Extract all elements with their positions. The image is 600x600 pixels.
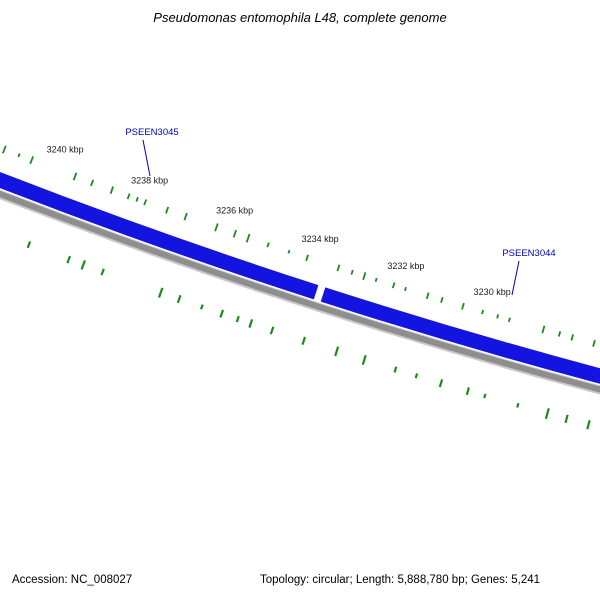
lower-feature-tick [157,287,164,298]
lower-feature-tick [66,255,72,264]
upper-feature-tick [165,206,170,214]
upper-feature-tick [183,212,188,221]
lower-feature-tick [80,260,86,270]
upper-feature-tick [362,272,367,281]
upper-feature-tick [17,153,21,158]
upper-feature-tick [29,156,34,165]
page-title: Pseudomonas entomophila L48, complete ge… [153,10,447,25]
upper-feature-tick [592,339,596,347]
lower-feature-tick [361,354,367,366]
lower-feature-tick [393,366,398,373]
gene-label-PSEEN3044[interactable]: PSEEN3044 [502,248,555,259]
upper-feature-tick [135,196,139,202]
lower-feature-tick [199,304,204,310]
lower-feature-tick [544,408,550,420]
accession-label: Accession: NC_008027 [12,574,133,586]
upper-feature-tick [557,331,562,337]
upper-feature-tick [266,242,270,248]
lower-feature-tick [438,379,444,388]
genome-summary-label: Topology: circular; Length: 5,888,780 bp… [260,574,541,586]
scale-tick-label: 3238 kbp [131,176,168,186]
gene-arc-PSEEN3045[interactable] [0,148,319,300]
lower-feature-tick [100,268,105,276]
upper-feature-tick [440,296,444,304]
genome-backbone-arc [0,190,600,393]
upper-feature-tick [232,229,237,238]
lower-feature-tick [334,346,340,357]
scale-tick-label: 3232 kbp [387,261,424,271]
lower-feature-tick [414,373,419,379]
upper-feature-tick [1,145,7,154]
upper-feature-tick [350,269,354,275]
upper-feature-tick [245,233,251,243]
lower-feature-tick [219,309,225,318]
upper-feature-tick [336,264,341,272]
upper-feature-tick [404,286,407,292]
scale-tick-label: 3236 kbp [216,205,253,215]
upper-feature-tick [72,172,78,181]
lower-feature-tick [269,326,275,335]
upper-feature-tick [425,292,430,300]
upper-feature-tick [541,325,546,334]
lower-feature-tick [465,387,470,396]
upper-feature-tick [126,193,131,200]
upper-feature-tick [287,249,291,254]
gene-leader-line [142,139,151,177]
upper-feature-tick [507,317,511,323]
upper-feature-tick [391,282,396,289]
lower-feature-tick [176,294,182,304]
upper-feature-tick [143,199,148,206]
upper-feature-tick [214,223,219,232]
upper-feature-tick [461,302,465,310]
upper-feature-tick [109,186,114,194]
status-bar: Accession: NC_008027 Topology: circular;… [0,571,600,595]
lower-feature-tick [586,420,591,430]
scale-tick-label: 3230 kbp [474,287,511,297]
gene-leader-line [511,260,520,296]
upper-feature-tick [570,334,574,341]
lower-feature-tick [301,336,307,345]
scale-tick-label: 3234 kbp [302,234,339,244]
lower-feature-tick [235,315,240,323]
scale-tick-label: 3240 kbp [47,144,84,154]
upper-feature-tick [305,254,309,262]
lower-feature-tick [564,414,569,424]
upper-feature-tick [90,179,95,187]
gene-arc-PSEEN3044[interactable] [320,287,600,398]
gene-label-PSEEN3045[interactable]: PSEEN3045 [125,127,178,138]
upper-feature-tick [374,277,378,282]
upper-feature-tick [481,309,485,315]
lower-feature-tick [516,402,520,408]
lower-feature-tick [483,393,487,399]
lower-feature-tick [26,241,32,249]
upper-feature-tick [496,314,500,319]
lower-feature-tick [248,319,254,328]
